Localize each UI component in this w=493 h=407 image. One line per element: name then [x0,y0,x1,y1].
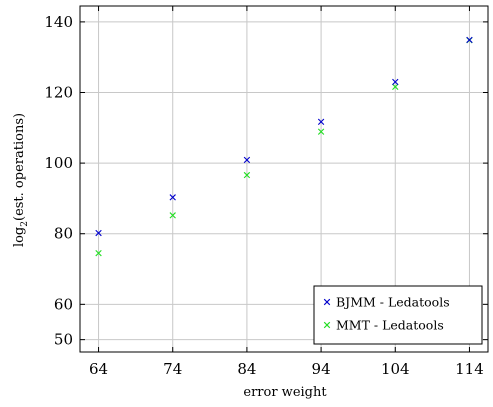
y-axis-title-rest: (est. operations) [12,113,27,221]
grid-lines [80,6,488,352]
y-axis-title-subscript: 2 [20,221,30,227]
x-axis: 64 74 84 94 104 114 [89,6,484,378]
plot-border [79,5,489,353]
data-point [169,194,176,201]
x-tick-label: 74 [163,360,182,378]
data-point [392,83,399,91]
legend-box [313,285,483,345]
legend-marker [323,321,331,329]
data-points [95,36,473,257]
x-tick-label: 114 [455,360,484,378]
data-point [317,128,325,135]
y-tick-label: 140 [44,13,73,31]
data-point [392,78,399,86]
data-point [169,212,176,219]
plot-frame [79,5,489,353]
x-tick-label: 84 [237,360,256,378]
y-tick-label: 60 [54,295,73,313]
y-tick-label: 50 [54,331,73,349]
x-tick-label: 94 [312,360,331,378]
y-axis: 50 60 80 100 120 140 [44,13,488,349]
legend-marker [323,298,331,306]
data-point [243,156,251,164]
data-point [466,36,473,44]
x-tick-label: 64 [89,360,108,378]
legend-entry-label: BJMM - Ledatools [336,295,450,310]
y-axis-title: log2(est. operations) [12,113,30,247]
y-axis-title-main: log [12,227,27,247]
y-tick-label: 120 [44,84,73,102]
data-point [243,171,251,179]
y-tick-label: 80 [54,225,73,243]
legend-entry-label: MMT - Ledatools [336,318,444,333]
y-tick-label: 100 [44,154,73,172]
x-tick-label: 104 [381,360,410,378]
legend: BJMM - Ledatools MMT - Ledatools [313,285,483,345]
data-point [95,229,102,237]
data-point [317,118,325,125]
x-axis-title: error weight [243,385,327,400]
data-point [95,249,102,257]
